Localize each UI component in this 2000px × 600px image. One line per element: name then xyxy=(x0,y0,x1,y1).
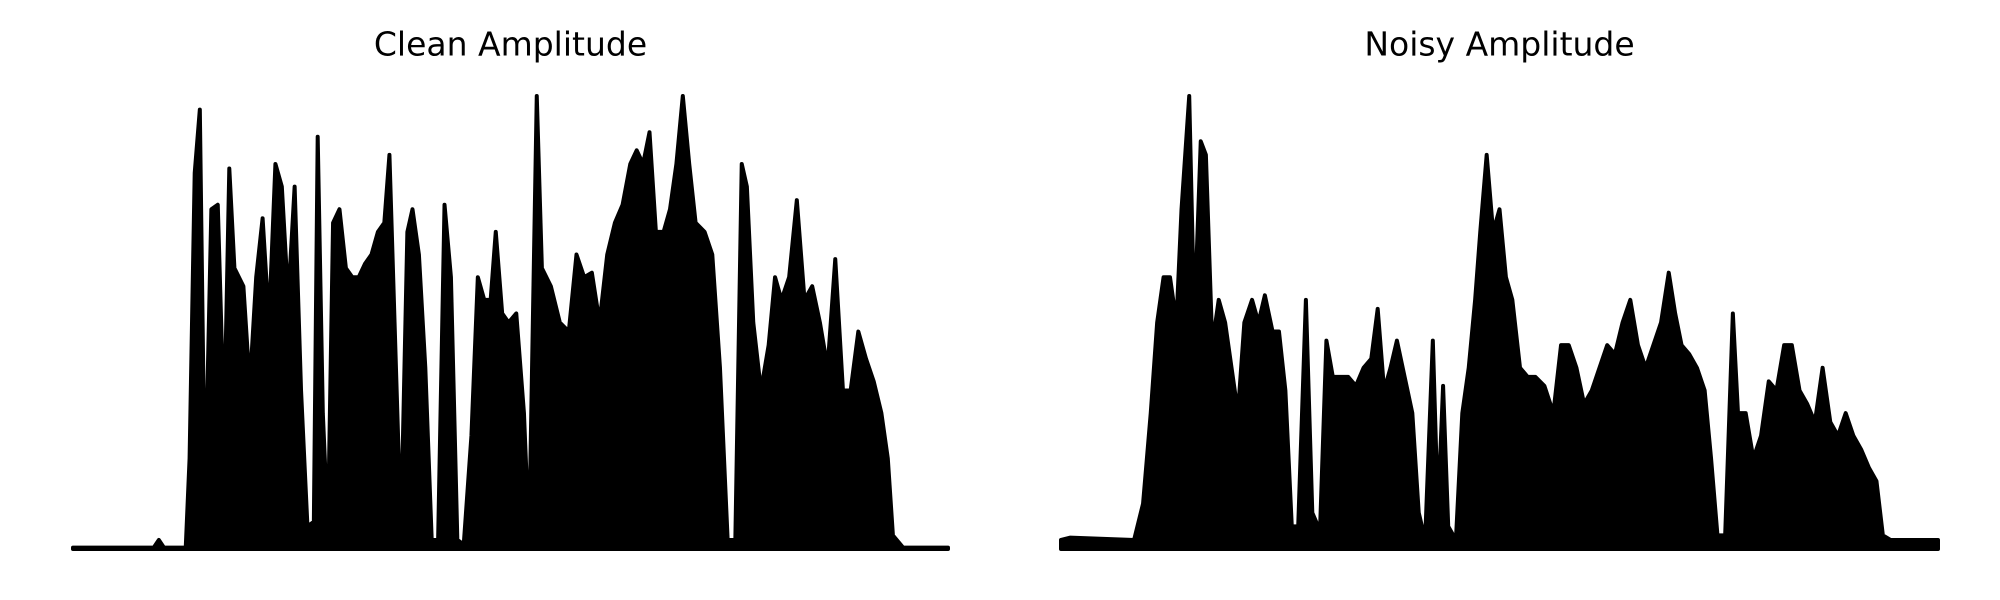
chart-title: Clean Amplitude xyxy=(374,25,647,64)
amplitude-area xyxy=(1059,94,1940,551)
amplitude-area xyxy=(71,94,950,551)
chart-title: Noisy Amplitude xyxy=(1364,25,1634,64)
